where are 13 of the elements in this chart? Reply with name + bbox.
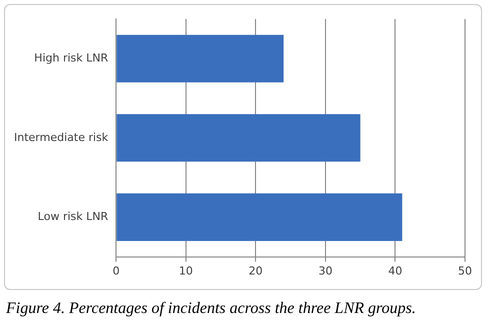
bar — [116, 34, 284, 82]
bar — [116, 114, 360, 162]
x-tick-label: 50 — [458, 264, 472, 278]
x-tick-label: 20 — [248, 264, 263, 278]
x-tick-label: 10 — [178, 264, 193, 278]
y-tick-label: Low risk LNR — [38, 210, 108, 224]
x-tick-label: 0 — [112, 264, 120, 278]
y-tick-label: High risk LNR — [34, 51, 108, 64]
x-tick-label: 40 — [388, 264, 402, 278]
bar — [116, 193, 402, 241]
x-tick-label: 30 — [318, 264, 332, 278]
caption: Figure 4. Percentages of incidents across the three LNR groups. — [6, 300, 416, 318]
y-tick-label: Intermediate risk — [14, 130, 109, 144]
